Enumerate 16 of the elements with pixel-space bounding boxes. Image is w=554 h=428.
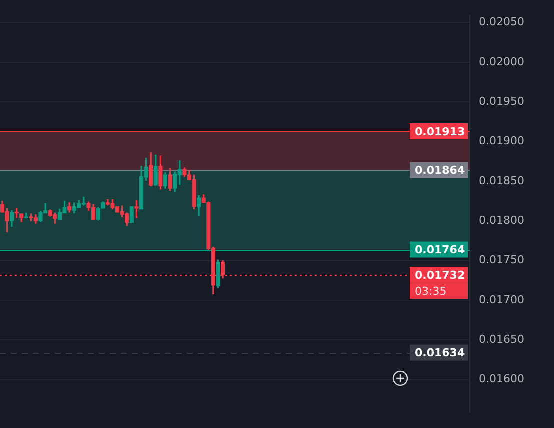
y-tick-label: 0.01800 [479,214,524,227]
ref-line-label: 0.01764 [415,244,466,257]
y-tick-label: 0.02000 [479,55,524,68]
ref-line-label: 0.01732 [415,268,466,282]
y-tick-label: 0.01950 [479,94,524,108]
annotation: 03:35 [415,284,447,298]
y-tick-label: 0.02050 [479,16,524,29]
ref-line-label: 0.01864 [415,164,466,178]
y-tick-label: 0.01600 [479,372,524,386]
y-tick-label: 0.01900 [479,134,524,148]
ref-line-label: 0.01913 [415,125,466,138]
ref-line-label: 0.01634 [415,346,466,360]
y-tick-label: 0.01850 [479,174,524,188]
y-tick-label: 0.01750 [479,254,524,267]
y-tick-label: 0.01650 [479,333,524,346]
y-tick-label: 0.01700 [479,293,524,306]
